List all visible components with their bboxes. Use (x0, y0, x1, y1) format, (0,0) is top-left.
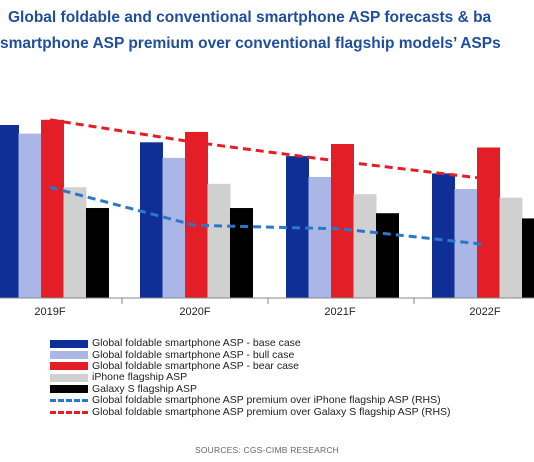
legend-item: Galaxy S flagship ASP (50, 382, 451, 395)
legend-label: Galaxy S flagship ASP (92, 382, 198, 395)
chart-legend: Global foldable smartphone ASP - base ca… (50, 338, 451, 418)
legend-color-swatch (50, 351, 88, 360)
legend-color-swatch (50, 385, 88, 394)
bar-series-4-2022F (499, 197, 523, 298)
bar-series-1-2022F (432, 173, 455, 298)
legend-label: iPhone flagship ASP (92, 371, 188, 384)
legend-item: Global foldable smartphone ASP - bull ca… (50, 349, 451, 360)
chart-title-line-2: smartphone ASP premium over conventional… (0, 35, 501, 52)
bar-series-4-2019F (63, 187, 87, 298)
bar-series-5-2020F (230, 208, 253, 298)
bar-series-1-2020F (140, 142, 163, 298)
bar-series-3-2019F (41, 119, 64, 298)
line-series-2 (49, 118, 486, 181)
bar-series-3-2022F (477, 147, 500, 298)
bar-series-2-2019F (18, 133, 42, 298)
bar-series-1-2019F (0, 125, 19, 298)
legend-dashed-line-swatch (50, 399, 88, 403)
bar-series-4-2021F (353, 194, 377, 298)
chart-title-line-1: Global foldable and conventional smartph… (8, 9, 492, 26)
legend-item: Global foldable smartphone ASP premium o… (50, 395, 451, 406)
x-tick-label-2022F: 2022F (469, 306, 500, 318)
legend-item: Global foldable smartphone ASP - bear ca… (50, 359, 451, 372)
legend-color-swatch (50, 373, 88, 382)
legend-item: Global foldable smartphone ASP - base ca… (50, 338, 451, 349)
bar-series-5-2021F (376, 213, 399, 298)
bar-series-5-2019F (86, 208, 109, 298)
bar-series-3-2020F (185, 131, 208, 298)
bar-series-4-2020F (207, 183, 231, 298)
line-series-1 (49, 185, 486, 246)
legend-label: Global foldable smartphone ASP premium o… (92, 405, 451, 418)
legend-item: Global foldable smartphone ASP premium o… (50, 406, 451, 417)
legend-color-swatch (50, 362, 88, 371)
x-tick-label-2019F: 2019F (34, 306, 65, 318)
bar-series-5-2022F (522, 218, 534, 298)
legend-label: Global foldable smartphone ASP - bear ca… (92, 359, 300, 372)
chart-plot: 2019F 2020F 2021F 2022F (0, 118, 534, 318)
legend-color-swatch (50, 339, 88, 348)
bar-series-2-2020F (162, 157, 186, 298)
source-note: SOURCES: CGS-CIMB RESEARCH (194, 445, 340, 455)
legend-label: Global foldable smartphone ASP premium o… (92, 394, 441, 407)
legend-label: Global foldable smartphone ASP - base ca… (92, 337, 301, 350)
legend-item: iPhone flagship ASP (50, 372, 451, 383)
legend-dashed-line-swatch (50, 410, 88, 414)
bar-series-3-2021F (331, 144, 354, 298)
x-tick-label-2021F: 2021F (324, 306, 355, 318)
legend-label: Global foldable smartphone ASP - bull ca… (92, 348, 295, 361)
bar-series-2-2021F (308, 176, 332, 298)
x-tick-label-2020F: 2020F (179, 306, 210, 318)
